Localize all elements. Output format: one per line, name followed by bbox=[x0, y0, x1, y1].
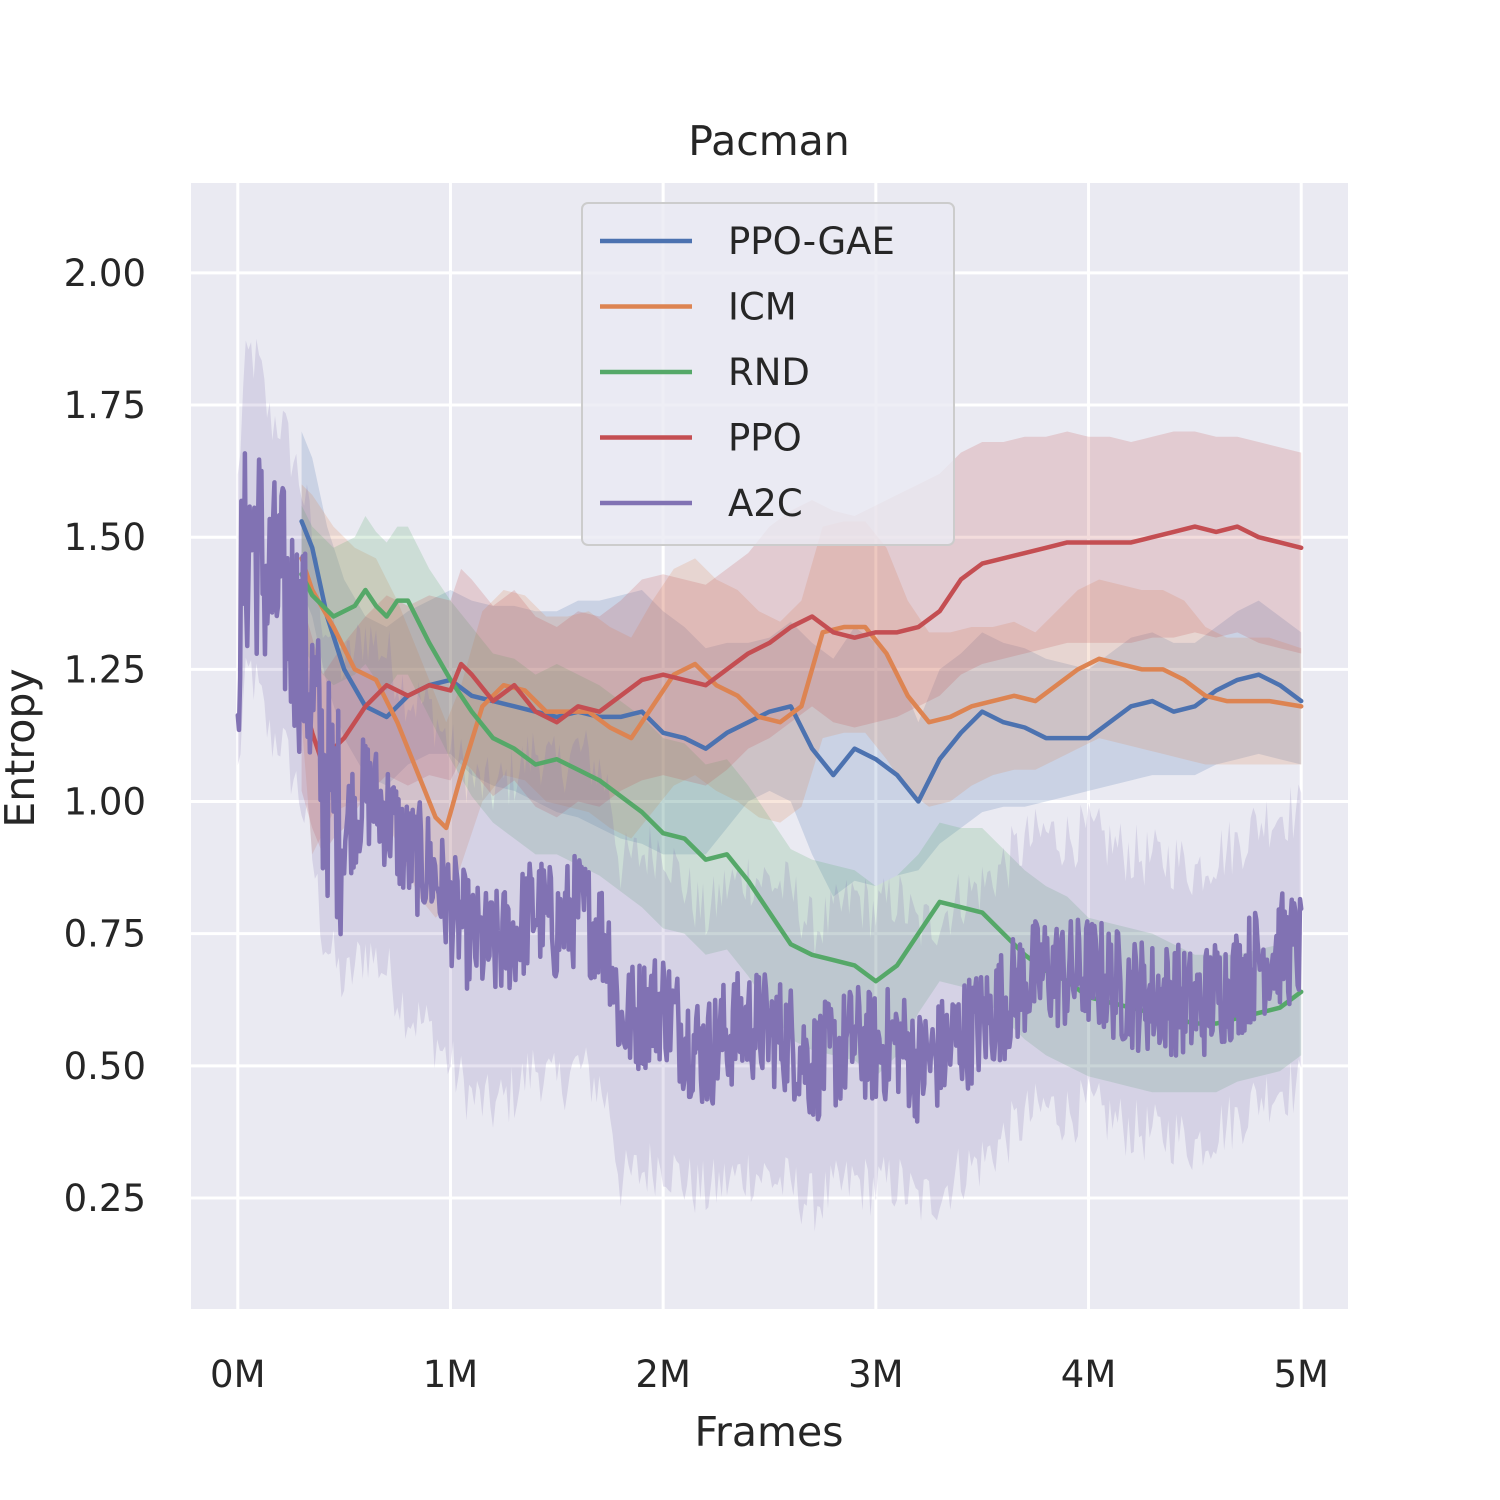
band-a2c bbox=[237, 338, 1302, 1232]
series-lines bbox=[235, 451, 1304, 1124]
y-tick-label: 1.75 bbox=[64, 384, 146, 427]
line-rnd bbox=[299, 571, 1304, 1026]
band-ppo-gae bbox=[301, 431, 1302, 897]
legend-label-icm: ICM bbox=[728, 286, 797, 329]
line-ppo bbox=[299, 524, 1304, 767]
x-tick-label: 1M bbox=[423, 1353, 478, 1396]
y-axis-label: Entropy bbox=[0, 668, 44, 827]
y-tick-label: 0.75 bbox=[64, 913, 146, 956]
y-tick-label: 1.25 bbox=[64, 648, 146, 691]
legend-label-a2c: A2C bbox=[728, 482, 803, 525]
legend-label-rnd: RND bbox=[728, 351, 810, 394]
y-tick-labels: 0.25 0.50 0.75 1.00 1.25 1.50 1.75 2.00 bbox=[64, 252, 146, 1220]
x-tick-label: 2M bbox=[635, 1353, 690, 1396]
y-tick-label: 1.00 bbox=[64, 781, 146, 824]
x-tick-label: 4M bbox=[1061, 1353, 1116, 1396]
line-icm bbox=[299, 556, 1304, 831]
legend: PPO-GAE ICM RND PPO A2C bbox=[581, 202, 955, 546]
y-tick-label: 0.50 bbox=[64, 1045, 146, 1088]
y-tick-label: 0.25 bbox=[64, 1177, 146, 1220]
legend-box bbox=[581, 202, 955, 546]
y-tick-label: 1.50 bbox=[64, 516, 146, 559]
x-tick-label: 5M bbox=[1273, 1353, 1328, 1396]
x-tick-label: 3M bbox=[848, 1353, 903, 1396]
band-ppo bbox=[301, 431, 1302, 855]
y-tick-label: 2.00 bbox=[64, 252, 146, 295]
x-axis-label: Frames bbox=[694, 1408, 843, 1456]
x-tick-labels: 0M 1M 2M 3M 4M 5M bbox=[210, 1353, 1329, 1396]
line-a2c bbox=[235, 451, 1304, 1124]
chart-title: Pacman bbox=[688, 117, 850, 165]
x-tick-label: 0M bbox=[210, 1353, 265, 1396]
legend-label-ppo-gae: PPO-GAE bbox=[728, 220, 895, 263]
legend-label-ppo: PPO bbox=[728, 417, 802, 460]
